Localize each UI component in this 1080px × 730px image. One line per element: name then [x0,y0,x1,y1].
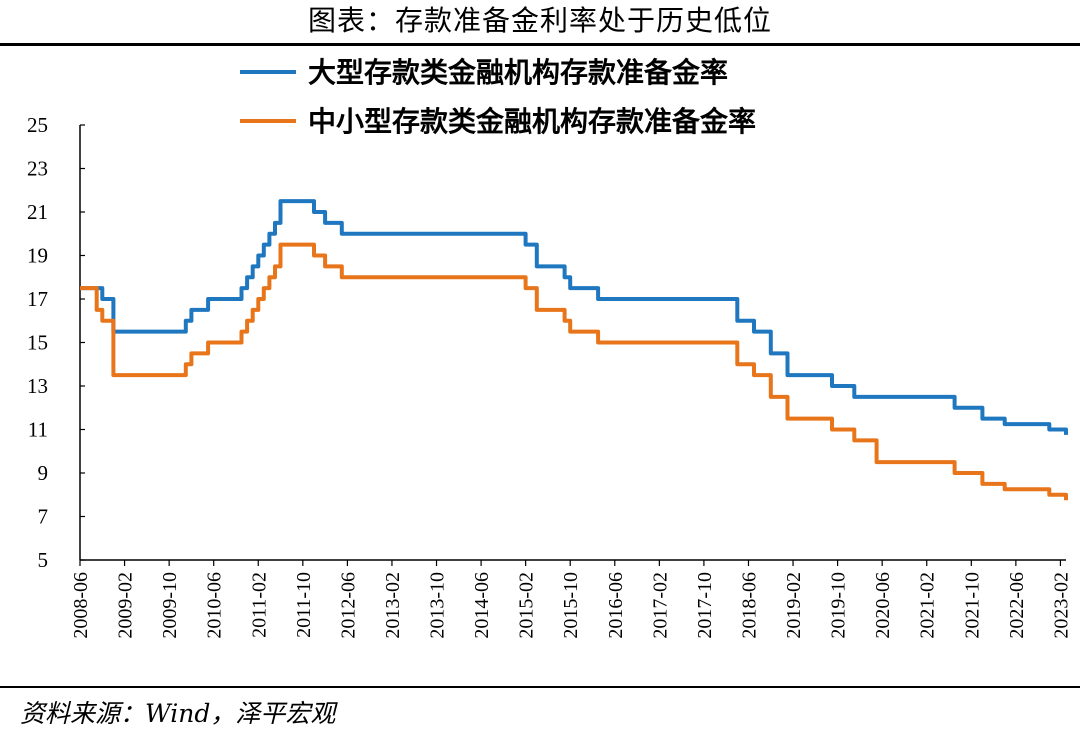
x-tick-label: 2021-02 [917,572,939,639]
x-tick-label: 2023-02 [1050,572,1072,639]
source-note: 资料来源：Wind，泽平宏观 [20,699,336,728]
x-tick-label: 2009-10 [159,572,181,639]
x-tick-label: 2017-10 [694,572,716,639]
x-tick-label: 2008-06 [70,572,92,639]
x-tick-label: 2015-02 [516,572,538,639]
legend-label-small-medium-banks: 中小型存款类金融机构存款准备金率 [308,105,756,138]
x-tick-label: 2018-06 [738,572,760,639]
legend-label-large-banks: 大型存款类金融机构存款准备金率 [308,56,728,89]
x-tick-label: 2010-06 [204,572,226,639]
chart-title: 图表：存款准备金利率处于历史低位 [307,4,772,37]
series-line-small-medium-banks [80,242,1068,501]
x-tick-label: 2016-06 [605,572,627,639]
x-tick-label: 2014-06 [471,572,493,639]
x-tick-label: 2019-02 [783,572,805,639]
line-chart: 5 7 9 11 13 15 17 19 21 23 25 2008-06 2009-02 2009-10… [27,56,1072,639]
x-tick-label: 2009-02 [115,572,137,639]
y-tick-label: 7 [38,505,49,529]
y-tick-label: 9 [38,461,49,485]
title-rule [0,43,1080,46]
x-tick-label: 2013-02 [382,572,404,639]
x-tick-label: 2017-02 [649,572,671,639]
x-tick-label: 2022-06 [1006,572,1028,639]
y-tick-label: 23 [27,157,48,181]
x-tick-label: 2020-06 [872,572,894,639]
y-tick-label: 15 [27,331,48,355]
y-tick-label: 5 [38,548,49,572]
x-tick-label: 2013-10 [427,572,449,639]
y-tick-label: 11 [28,418,48,442]
y-tick-label: 25 [27,113,48,137]
y-tick-label: 13 [27,374,48,398]
x-tick-label: 2012-06 [337,572,359,639]
x-tick-label: 2019-10 [828,572,850,639]
x-tick-label: 2011-10 [293,572,315,638]
series-line-large-banks [80,199,1068,435]
y-tick-label: 19 [27,244,48,268]
x-tick-label: 2021-10 [961,572,983,639]
y-tick-label: 17 [27,287,48,311]
x-tick-label: 2015-10 [560,572,582,639]
x-tick-label: 2011-02 [248,572,270,638]
y-tick-label: 21 [27,200,48,224]
footer-rule [0,686,1080,688]
